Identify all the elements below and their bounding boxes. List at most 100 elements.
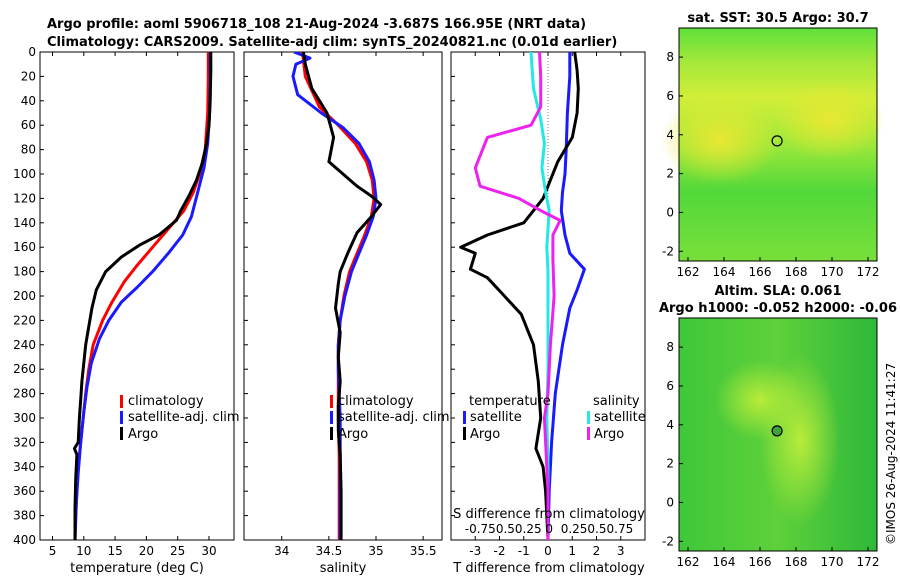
map-x-tick-label: 170 — [821, 265, 844, 279]
map-y-tick-label: -2 — [662, 534, 674, 548]
map-y-tick-label: 4 — [666, 418, 674, 432]
map-x-tick-label: 172 — [857, 265, 880, 279]
series-line-argo — [72, 52, 213, 540]
y-tick-label: 380 — [13, 509, 36, 523]
map-x-tick-label: 164 — [713, 265, 736, 279]
series-group — [291, 52, 383, 540]
map-y-tick-label: 4 — [666, 128, 674, 142]
y-tick-label: 160 — [13, 240, 36, 254]
legend-label-t-argo: Argo — [470, 427, 500, 442]
sla-map-axes: 162 164 166 168 170 172 -2 0 2 4 6 8 — [662, 340, 879, 569]
salinity-legend: climatology satellite-adj. clim Argo — [330, 394, 450, 442]
y-tick-label: 100 — [13, 167, 36, 181]
sla-map-title: Altim. SLA: 0.061 — [715, 284, 842, 299]
y-tick-label: 280 — [13, 387, 36, 401]
x-tick-label: 25 — [170, 544, 185, 558]
y-tick-label: 200 — [13, 289, 36, 303]
y-tick-label: 360 — [13, 484, 36, 498]
salinity-xlabel: salinity — [320, 561, 367, 576]
x-tick-label: 3 — [617, 544, 625, 558]
y-tick-label: 260 — [13, 362, 36, 376]
legend-label-argo: Argo — [128, 427, 158, 442]
sla-map-subtitle: Argo h1000: -0.052 h2000: -0.06 — [659, 301, 897, 316]
x-tick-label: 20 — [139, 544, 154, 558]
y-tick-label: 400 — [13, 533, 36, 547]
header-line-2: Climatology: CARS2009. Satellite-adj cli… — [47, 35, 617, 50]
map-y-tick-label: 0 — [666, 495, 674, 509]
y-tick-label: 20 — [21, 69, 36, 83]
y-tick-label: 140 — [13, 216, 36, 230]
salinity-plot: 34 34.5 35 35.5 — [244, 51, 437, 558]
legend-label-satellite: satellite-adj. clim — [128, 410, 240, 425]
legend-title-salinity: salinity — [593, 394, 640, 409]
map-y-tick-label: -2 — [662, 244, 674, 258]
sst-map-frame — [678, 27, 878, 262]
legend-swatch-climatology — [120, 395, 123, 408]
x-tick-label: -2 — [494, 544, 506, 558]
map-y-tick-label: 8 — [666, 340, 674, 354]
map-y-tick-label: 6 — [666, 89, 674, 103]
legend-swatch-satellite — [330, 411, 333, 424]
sst-map-title: sat. SST: 30.5 Argo: 30.7 — [687, 11, 868, 26]
legend-title-temperature: temperature — [469, 394, 551, 409]
x-tick-label: 35 — [368, 544, 383, 558]
x-tick-label: 0 — [544, 544, 552, 558]
map-y-tick-label: 2 — [666, 167, 674, 181]
sst-argo-marker — [771, 135, 783, 147]
map-y-tick-label: 0 — [666, 205, 674, 219]
map-x-tick-label: 166 — [749, 265, 772, 279]
x-tick-label: 15 — [107, 544, 122, 558]
series-line-t-argo — [459, 52, 580, 540]
sla-argo-marker — [771, 425, 783, 437]
legend-label-climatology: climatology — [338, 394, 414, 409]
difference-legend: temperature salinity satellite Argo sate… — [463, 394, 646, 442]
difference-toplabel: S difference from climatology — [453, 507, 645, 522]
legend-swatch-s-satellite — [587, 411, 590, 424]
legend-label-s-argo: Argo — [594, 427, 624, 442]
sla-map-frame — [678, 317, 878, 552]
map-x-tick-label: 164 — [713, 555, 736, 569]
difference-xlabel: T difference from climatology — [452, 561, 645, 576]
series-line-t-satellite — [546, 52, 586, 540]
x-tick-label: 34 — [274, 544, 289, 558]
legend-swatch-t-argo — [463, 427, 466, 440]
y-tick-label: 80 — [21, 143, 36, 157]
map-x-tick-label: 168 — [785, 265, 808, 279]
y-tick-label: 240 — [13, 338, 36, 352]
series-line-satellite-adj-clim — [291, 52, 378, 540]
sst-warm-patch — [660, 95, 780, 185]
sst-map — [660, 27, 885, 262]
legend-label-climatology: climatology — [128, 394, 204, 409]
map-x-tick-label: 166 — [749, 555, 772, 569]
y-tick-label: 220 — [13, 313, 36, 327]
y-tick-label: 60 — [21, 118, 36, 132]
legend-label-argo: Argo — [338, 427, 368, 442]
map-y-tick-label: 6 — [666, 379, 674, 393]
series-group — [72, 52, 213, 540]
legend-swatch-argo — [120, 427, 123, 440]
y-tick-label: 0 — [28, 45, 36, 59]
x-tick-label: 2 — [593, 544, 601, 558]
legend-swatch-climatology — [330, 395, 333, 408]
map-y-tick-label: 8 — [666, 50, 674, 64]
x-tick-label: 30 — [201, 544, 216, 558]
temperature-legend: climatology satellite-adj. clim Argo — [120, 394, 240, 442]
legend-swatch-argo — [330, 427, 333, 440]
map-y-tick-label: 2 — [666, 457, 674, 471]
series-line-argo — [301, 52, 383, 540]
x-tick-label: 1 — [568, 544, 576, 558]
x-tick-label: -1 — [518, 544, 530, 558]
x-tick-label: 5 — [49, 544, 57, 558]
sla-map — [678, 317, 878, 552]
y-tick-label: 300 — [13, 411, 36, 425]
temperature-xlabel: temperature (deg C) — [70, 561, 204, 576]
y-tick-label: 340 — [13, 460, 36, 474]
header-line-1: Argo profile: aoml 5906718_108 21-Aug-20… — [47, 17, 586, 32]
y-tick-label: 40 — [21, 94, 36, 108]
series-line-satellite-adj-clim — [73, 52, 212, 540]
sla-high-patch — [715, 360, 805, 440]
map-x-tick-label: 162 — [677, 555, 700, 569]
y-tick-label: 180 — [13, 265, 36, 279]
legend-swatch-s-argo — [587, 427, 590, 440]
